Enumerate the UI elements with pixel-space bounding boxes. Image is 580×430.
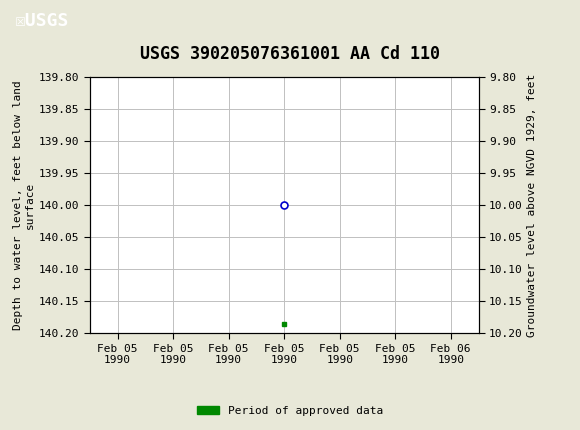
Y-axis label: Depth to water level, feet below land
surface: Depth to water level, feet below land su…: [13, 80, 35, 330]
Legend: Period of approved data: Period of approved data: [193, 401, 387, 420]
Text: USGS 390205076361001 AA Cd 110: USGS 390205076361001 AA Cd 110: [140, 45, 440, 63]
Y-axis label: Groundwater level above NGVD 1929, feet: Groundwater level above NGVD 1929, feet: [527, 74, 537, 337]
Text: ☒USGS: ☒USGS: [14, 12, 69, 31]
